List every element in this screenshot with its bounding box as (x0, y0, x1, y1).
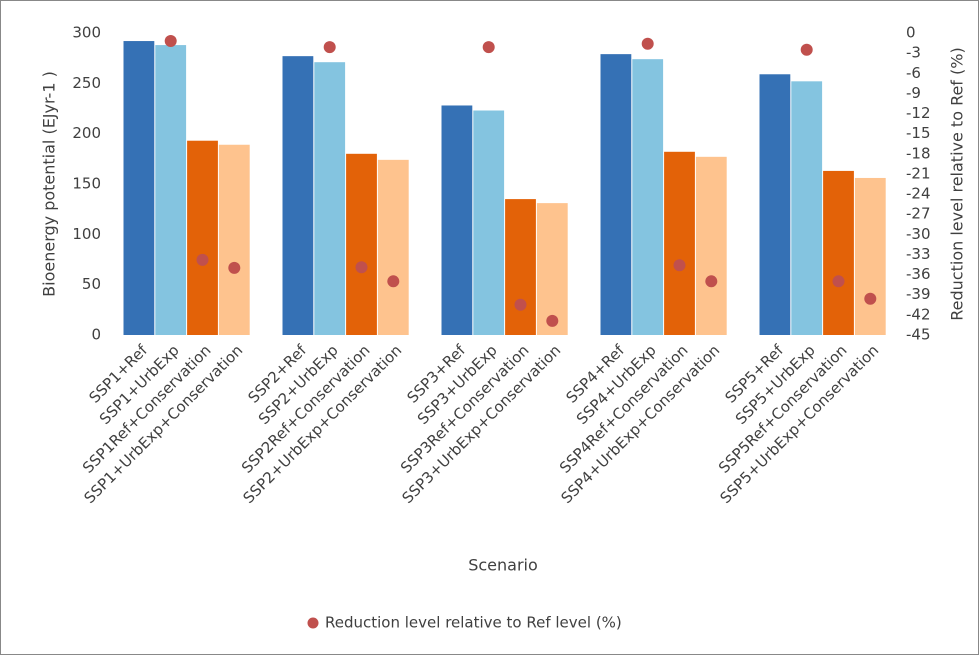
y2-tick-label: -15 (906, 124, 931, 142)
bar (314, 62, 346, 336)
bar (505, 199, 536, 335)
y2-axis-title: Reduction level relative to Ref (%) (948, 47, 967, 320)
dot (673, 259, 686, 272)
y2-tick-label: -9 (906, 84, 921, 102)
bar (536, 203, 568, 335)
bar (377, 159, 409, 335)
bar (282, 56, 314, 336)
dot (641, 37, 654, 50)
dot (514, 298, 527, 311)
dot (705, 275, 718, 288)
y-tick-label: 100 (72, 225, 101, 243)
y2-tick-label: -18 (906, 144, 931, 162)
legend-label: Reduction level relative to Ref level (%… (325, 614, 622, 632)
dot (546, 314, 559, 327)
bar (187, 140, 218, 335)
dot (864, 292, 877, 305)
dot (800, 43, 813, 56)
bar (155, 45, 187, 336)
bar (632, 59, 664, 335)
bar (664, 151, 695, 335)
bar (218, 144, 250, 335)
y2-tick-label: -27 (906, 205, 931, 223)
x-axis-title: Scenario (468, 556, 538, 575)
y2-tick-label: -3 (906, 44, 921, 62)
y2-tick-label: -30 (906, 225, 931, 243)
bar (123, 41, 155, 335)
dot (164, 35, 177, 48)
y-axis-title: Bioenergy potential (EJyr-1 ) (40, 71, 59, 297)
dot (196, 253, 209, 266)
y2-tick-label: -39 (906, 285, 931, 303)
y-tick-label: 300 (72, 24, 101, 42)
y-tick-label: 50 (82, 275, 101, 293)
y-tick-label: 0 (91, 326, 101, 344)
bar (346, 153, 377, 335)
y-tick-label: 150 (72, 175, 101, 193)
bar (854, 177, 886, 335)
y2-tick-label: -36 (906, 265, 931, 283)
bar (695, 156, 727, 335)
y2-tick-label: -6 (906, 64, 921, 82)
y2-tick-label: -45 (906, 326, 931, 344)
dot (323, 41, 336, 54)
bar (759, 74, 791, 336)
dot (355, 261, 368, 274)
y2-tick-label: -24 (906, 185, 931, 203)
dot (228, 261, 241, 274)
bar (791, 81, 823, 335)
y2-tick-label: 0 (906, 24, 916, 42)
y2-tick-label: -33 (906, 245, 931, 263)
bar (473, 110, 505, 335)
bar (823, 170, 854, 335)
y2-tick-label: -12 (906, 104, 931, 122)
y2-tick-label: -42 (906, 305, 931, 323)
dot (832, 275, 845, 288)
y-tick-label: 200 (72, 124, 101, 142)
legend-marker (307, 617, 319, 629)
y2-tick-label: -21 (906, 164, 931, 182)
bar (441, 105, 473, 335)
y-tick-label: 250 (72, 74, 101, 92)
dot (482, 41, 495, 54)
dot (387, 275, 400, 288)
bar (600, 54, 632, 335)
